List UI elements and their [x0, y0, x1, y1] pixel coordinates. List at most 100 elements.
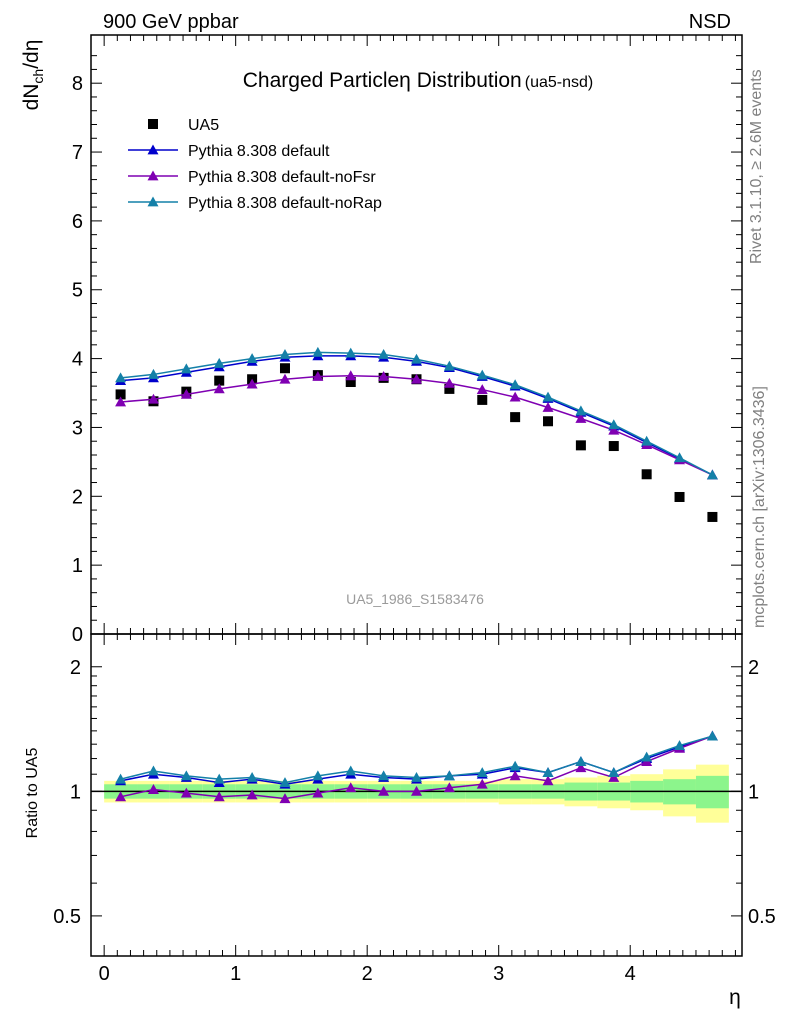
x-tick-label: 3	[493, 963, 504, 985]
y-tick-label: 4	[72, 349, 83, 371]
data-point-noRap	[279, 348, 291, 359]
y-axis-label-main-sub: ch	[30, 69, 46, 84]
ratio-point-noFsr	[312, 787, 324, 798]
data-point-noRap	[674, 452, 686, 463]
y-tick-label: 2	[72, 486, 83, 508]
ratio-point-noRap	[246, 772, 258, 782]
ratio-point-noRap	[279, 777, 291, 787]
header-left: 900 GeV ppbar	[103, 11, 239, 33]
y-tick-label-right: 2	[748, 657, 759, 679]
mcplots-label: mcplots.cern.ch [arXiv:1306.3436]	[751, 386, 768, 628]
legend-marker-noRap	[147, 196, 159, 207]
x-tick-label: 1	[230, 963, 241, 985]
legend-label-default: Pythia 8.308 default	[188, 143, 330, 160]
legend-item-data: UA5	[148, 117, 219, 134]
data-point-noFsr	[575, 412, 587, 423]
chart-title-part-a: Charged Particle	[243, 69, 399, 92]
data-point-data	[641, 469, 652, 480]
data-point-data	[477, 394, 488, 405]
data-point-noFsr	[279, 373, 291, 384]
data-point-data	[444, 383, 455, 394]
y-tick-label: 3	[72, 417, 83, 439]
x-tick-label: 2	[362, 963, 373, 985]
data-point-data	[543, 416, 554, 427]
legend-item-noRap: Pythia 8.308 default-noRap	[128, 195, 382, 212]
ratio-point-noRap	[147, 765, 159, 776]
data-point-data	[279, 363, 290, 374]
data-point-noRap	[345, 347, 357, 358]
data-point-noFsr	[115, 396, 127, 407]
data-point-noFsr	[147, 393, 159, 404]
ratio-point-noRap	[345, 765, 357, 776]
y-tick-label: 5	[72, 280, 83, 302]
y-tick-label: 1	[72, 555, 83, 577]
data-point-data	[214, 375, 225, 386]
chart-title: Charged Particleη Distribution (ua5-nsd)	[243, 69, 593, 92]
legend-label-noFsr: Pythia 8.308 default-noFsr	[188, 169, 376, 186]
data-point-noRap	[378, 348, 390, 359]
data-point-noRap	[115, 372, 127, 383]
legend-marker-default	[147, 144, 159, 155]
y-tick-label: 7	[72, 142, 83, 164]
ratio-point-noRap	[115, 773, 127, 784]
data-point-data	[608, 441, 619, 452]
ratio-point-noFsr	[443, 782, 455, 793]
y-axis-label-main-tail: /dη	[20, 40, 43, 69]
data-point-noFsr	[509, 391, 521, 402]
data-point-noRap	[180, 363, 192, 374]
data-point-noRap	[476, 369, 488, 380]
ratio-point-noFsr	[345, 782, 357, 793]
ratio-point-noRap	[706, 730, 718, 741]
ratio-point-noFsr	[279, 793, 291, 804]
analysis-id: UA5_1986_S1583476	[346, 591, 484, 607]
ratio-point-noRap	[411, 772, 422, 782]
y-axis-label-ratio: Ratio to UA5	[24, 748, 41, 839]
data-point-noRap	[706, 469, 718, 480]
ratio-point-noFsr	[476, 778, 488, 789]
x-tick-label: 4	[625, 963, 636, 985]
chart-title-part-b: Distribution	[411, 69, 522, 92]
ratio-point-noRap	[575, 756, 587, 766]
data-point-noFsr	[411, 373, 422, 384]
data-point-noFsr	[246, 378, 258, 389]
ratio-point-noRap	[509, 760, 521, 771]
ratio-panel: 0 1 2 3 4 0.5 0.5 1 1 2 2	[53, 633, 776, 985]
ratio-point-noRap	[443, 770, 455, 781]
data-point-data	[345, 377, 356, 388]
y-axis-label-main-part: dN	[20, 84, 43, 111]
data-point-noRap	[246, 353, 258, 363]
data-point-data	[707, 511, 718, 522]
chart-subtitle: (ua5-nsd)	[525, 74, 593, 91]
ratio-point-noFsr	[213, 791, 225, 802]
ratio-point-noRap	[476, 767, 488, 777]
data-point-noFsr	[345, 370, 357, 381]
legend: UA5 Pythia 8.308 default Pythia 8.308 defa…	[128, 117, 382, 212]
ratio-point-noRap	[180, 770, 192, 781]
data-point-data	[674, 491, 685, 502]
ratio-point-noFsr	[542, 775, 554, 786]
data-point-data	[115, 389, 126, 400]
x-axis-label: η	[729, 986, 741, 1009]
ratio-point-noFsr	[115, 791, 127, 802]
ratio-series-noRap	[115, 730, 718, 787]
ratio-point-noFsr	[147, 784, 159, 794]
ratio-point-noRap	[608, 767, 620, 777]
ratio-point-noFsr	[575, 762, 587, 773]
ratio-point-noRap	[378, 770, 390, 781]
x-tick-label: 0	[99, 963, 110, 985]
main-panel: 0 1 2 3 4 5 6 7 8	[72, 34, 743, 956]
data-point-data	[510, 412, 521, 423]
y-tick-label-left: 1	[70, 781, 81, 803]
legend-item-default: Pythia 8.308 default	[128, 143, 330, 160]
data-point-noRap	[608, 419, 620, 430]
data-point-noRap	[641, 435, 653, 446]
legend-label-data: UA5	[188, 117, 219, 134]
ratio-point-noRap	[213, 773, 225, 784]
y-tick-label: 8	[72, 73, 83, 95]
ratio-point-noRap	[312, 770, 324, 781]
data-point-noRap	[411, 353, 422, 364]
data-point-noFsr	[312, 370, 324, 381]
data-point-noFsr	[476, 384, 488, 394]
y-tick-label-left: 0.5	[53, 906, 81, 928]
